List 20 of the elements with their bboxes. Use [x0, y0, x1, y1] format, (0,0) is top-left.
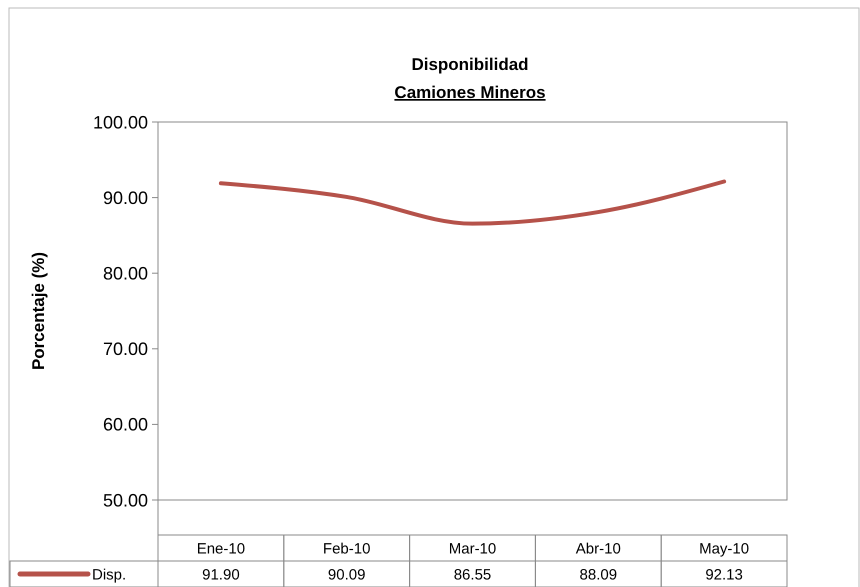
- y-axis-title: Porcentaje (%): [29, 252, 48, 370]
- x-tick-label: Ene-10: [196, 540, 246, 558]
- y-tick-label: 80.00: [102, 264, 148, 284]
- legend-label: Disp.: [92, 566, 126, 584]
- chart-subtitle: Camiones Mineros: [394, 83, 546, 102]
- x-tick-label: Mar-10: [448, 540, 496, 558]
- x-tick-label: Feb-10: [322, 540, 370, 558]
- x-tick-label: May-10: [699, 540, 750, 558]
- chart-title: Disponibilidad: [411, 55, 529, 74]
- data-label: 90.09: [328, 566, 366, 584]
- data-label: 86.55: [454, 566, 492, 584]
- y-tick-label: 90.00: [102, 188, 148, 208]
- data-label: 88.09: [580, 566, 618, 584]
- x-tick-label: Abr-10: [576, 540, 621, 558]
- y-tick-label: 60.00: [102, 414, 148, 435]
- y-tick-label: 70.00: [102, 339, 148, 360]
- data-label: 91.90: [202, 566, 240, 584]
- y-tick-label: 50.00: [102, 490, 148, 510]
- y-tick-label: 100.00: [92, 112, 148, 132]
- data-label: 92.13: [705, 566, 743, 584]
